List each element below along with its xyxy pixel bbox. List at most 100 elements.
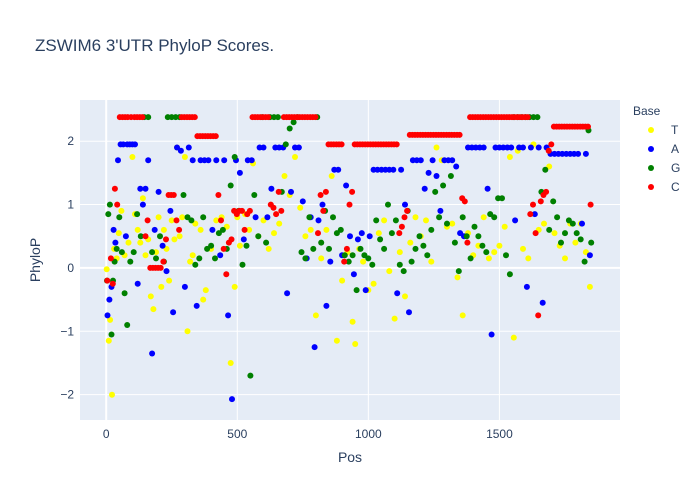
data-point-t [381, 217, 388, 224]
data-point-g [499, 195, 505, 202]
data-point-a [299, 198, 306, 205]
data-point-c [212, 133, 219, 140]
data-point-t [187, 258, 194, 265]
data-point-t [115, 230, 122, 237]
data-point-g [400, 268, 407, 275]
data-point-c [275, 188, 282, 195]
data-point-a [390, 166, 397, 173]
data-point-c [393, 141, 400, 148]
data-point-t [459, 312, 466, 319]
data-point-t [485, 255, 492, 262]
x-tick-labels: 0 500 1000 1500 [103, 427, 513, 441]
data-point-c [456, 131, 463, 138]
data-point-a [319, 201, 326, 208]
data-point-t [318, 255, 325, 262]
data-point-g [432, 188, 439, 195]
data-point-t [307, 226, 314, 233]
data-point-g [157, 233, 163, 240]
data-point-t [423, 217, 429, 224]
data-point-t [265, 245, 272, 252]
data-point-a [139, 201, 146, 208]
x-tick-label: 500 [227, 427, 247, 441]
data-point-t [328, 173, 335, 179]
data-point-c [587, 201, 594, 208]
data-point-c [317, 192, 324, 198]
data-point-g [108, 331, 115, 338]
data-point-g [451, 239, 458, 246]
series-a [104, 141, 593, 403]
data-point-t [147, 293, 154, 300]
data-point-t [386, 268, 393, 275]
data-point-a [354, 236, 361, 243]
data-point-g [479, 242, 486, 249]
data-point-g [554, 214, 561, 221]
data-point-a [484, 185, 491, 192]
data-point-a [335, 166, 342, 173]
data-point-a [429, 157, 436, 164]
data-point-g [459, 214, 466, 221]
data-point-g [392, 217, 399, 224]
data-point-a [437, 207, 444, 214]
data-point-t [150, 306, 157, 313]
y-tick-label: −1 [60, 324, 74, 338]
legend-item-t[interactable]: T [648, 123, 679, 137]
data-point-a [252, 214, 259, 221]
data-point-g [475, 233, 482, 240]
x-tick-label: 1000 [355, 427, 382, 441]
data-point-c [585, 123, 591, 130]
data-point-t [171, 236, 178, 243]
data-point-a [145, 157, 152, 164]
data-point-c [278, 207, 285, 214]
data-point-a [221, 157, 228, 164]
data-point-a [189, 157, 196, 164]
data-point-a [575, 150, 582, 157]
data-point-a [240, 236, 247, 243]
data-point-g [503, 252, 509, 259]
data-point-g [318, 239, 325, 246]
data-point-t [433, 144, 440, 151]
data-point-t [375, 230, 382, 237]
data-point-a [539, 299, 546, 306]
data-point-a [586, 252, 593, 259]
data-point-g [282, 141, 289, 148]
data-point-g [196, 255, 203, 262]
data-point-g [408, 258, 415, 265]
legend-item-c[interactable]: C [648, 180, 680, 194]
data-point-a [185, 144, 192, 151]
data-point-t [184, 328, 191, 335]
data-point-g [506, 271, 513, 278]
data-point-g [349, 252, 356, 259]
legend-label: C [671, 180, 680, 194]
data-point-t [352, 341, 359, 347]
data-point-a [520, 144, 526, 151]
data-point-t [155, 214, 162, 221]
legend-item-g[interactable]: G [648, 161, 680, 175]
data-point-t [103, 266, 110, 273]
data-point-c [157, 264, 164, 271]
data-point-g [357, 245, 364, 252]
data-point-g [369, 261, 376, 268]
data-point-g [385, 201, 391, 208]
data-point-g [149, 249, 156, 256]
data-point-c [398, 223, 405, 230]
data-point-c [548, 141, 555, 148]
data-point-a [209, 226, 216, 233]
data-point-t [125, 239, 132, 246]
data-point-c [109, 280, 116, 287]
data-point-t [107, 316, 114, 323]
data-point-a [350, 271, 357, 278]
data-point-t [496, 242, 503, 249]
data-point-a [311, 344, 318, 351]
data-point-t [197, 226, 204, 233]
data-point-t [360, 258, 367, 265]
data-point-a [110, 226, 117, 233]
data-point-a [248, 157, 255, 164]
data-point-a [323, 302, 330, 309]
legend-marker [648, 127, 654, 133]
data-point-g [353, 287, 360, 294]
data-point-a [115, 157, 121, 164]
data-point-a [151, 226, 158, 233]
legend-item-a[interactable]: A [648, 142, 679, 156]
data-point-a [449, 157, 456, 164]
